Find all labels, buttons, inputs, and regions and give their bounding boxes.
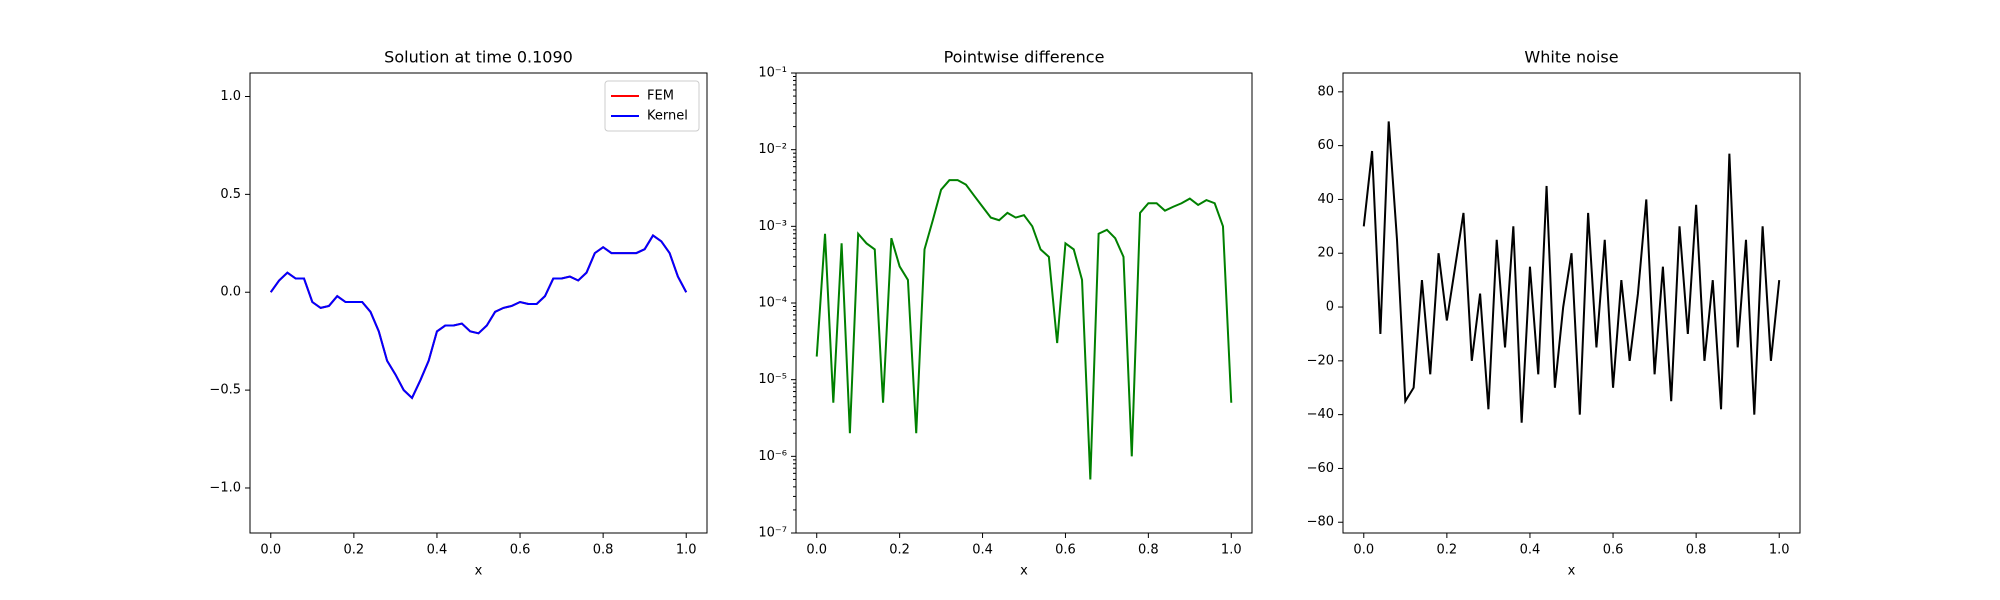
series-line — [269, 234, 688, 400]
y-tick-label: 10⁻⁵ — [758, 372, 787, 387]
x-tick-label: 0.2 — [344, 543, 365, 558]
y-tick-label: 80 — [1317, 84, 1334, 99]
x-tick-label: 1.0 — [1221, 543, 1242, 558]
subplot: 0.0 0.2 0.4 0.6 0.8 1.0 −1.0 −0.5 0.0 0.5 1.0 Solut… — [209, 48, 708, 579]
series-line — [815, 179, 1233, 480]
series-line — [269, 234, 688, 400]
y-tick-label: 10⁻² — [758, 142, 787, 157]
x-axis-label: x — [475, 564, 483, 579]
x-tick-label: 0.8 — [593, 543, 614, 558]
axes-frame — [795, 72, 1253, 534]
x-tick-label: 0.0 — [260, 543, 281, 558]
title: Pointwise difference — [944, 48, 1105, 67]
x-tick-label: 0.6 — [1603, 543, 1624, 558]
x-tick-label: 0.4 — [427, 543, 448, 558]
x-axis-label: x — [1568, 564, 1576, 579]
legend-box — [604, 80, 700, 132]
y-tick-label: −60 — [1307, 461, 1334, 476]
y-tick-label: −80 — [1307, 515, 1334, 530]
x-tick-label: 1.0 — [676, 543, 697, 558]
y-tick-label: 20 — [1317, 246, 1334, 261]
x-tick-label: 0.8 — [1686, 543, 1707, 558]
x-tick-label: 0.6 — [510, 543, 531, 558]
x-tick-label: 0.0 — [806, 543, 827, 558]
y-tick-label: 10⁻⁶ — [758, 449, 787, 464]
subplot: 0.0 0.2 0.4 0.6 0.8 1.0 10⁻⁷ 10⁻⁶ 10⁻⁵ 10⁻⁴ 10⁻³ 10… — [758, 48, 1253, 579]
legend: FEM Kernel — [604, 80, 700, 132]
x-tick-label: 0.2 — [1437, 543, 1458, 558]
y-tick-label: 10⁻⁴ — [758, 296, 787, 311]
y-tick-label: −1.0 — [209, 480, 241, 495]
y-tick-label: 1.0 — [220, 89, 241, 104]
x-tick-label: 0.0 — [1353, 543, 1374, 558]
x-tick-label: 1.0 — [1769, 543, 1790, 558]
title: White noise — [1524, 48, 1618, 67]
y-tick-label: 0.5 — [220, 187, 241, 202]
y-tick-label: −0.5 — [209, 383, 241, 398]
y-tick-label: −20 — [1307, 353, 1334, 368]
axes-frame — [249, 72, 708, 534]
x-tick-label: 0.6 — [1055, 543, 1076, 558]
y-tick-label: 40 — [1317, 192, 1334, 207]
y-tick-label: 10⁻⁷ — [758, 526, 787, 541]
y-tick-label: −40 — [1307, 407, 1334, 422]
y-tick-label: 0 — [1326, 300, 1334, 315]
subplot: 0.0 0.2 0.4 0.6 0.8 1.0 −80 −60 −40 −20 0 20 40 60 80 W… — [1307, 48, 1801, 579]
x-axis-label: x — [1020, 564, 1028, 579]
legend-label: Kernel — [647, 109, 688, 124]
x-tick-label: 0.4 — [1520, 543, 1541, 558]
series-line — [1362, 121, 1781, 423]
x-tick-label: 0.8 — [1138, 543, 1159, 558]
x-tick-label: 0.4 — [972, 543, 993, 558]
title: Solution at time 0.1090 — [384, 48, 573, 67]
x-tick-label: 0.2 — [889, 543, 910, 558]
y-tick-label: 60 — [1317, 138, 1334, 153]
y-tick-label: 10⁻³ — [758, 219, 787, 234]
y-tick-label: 0.0 — [220, 285, 241, 300]
legend-label: FEM — [647, 89, 674, 104]
axes-frame — [1342, 72, 1801, 534]
y-tick-label: 10⁻¹ — [758, 66, 787, 81]
